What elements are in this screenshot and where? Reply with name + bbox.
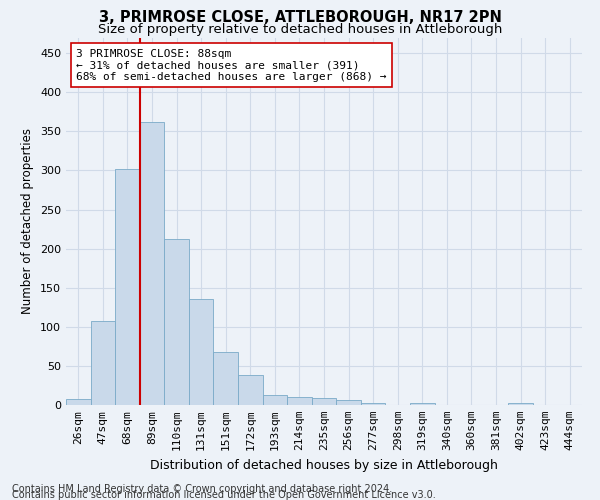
Text: 3 PRIMROSE CLOSE: 88sqm
← 31% of detached houses are smaller (391)
68% of semi-d: 3 PRIMROSE CLOSE: 88sqm ← 31% of detache…: [76, 48, 387, 82]
Bar: [115, 169, 140, 405]
Bar: [164, 239, 189, 405]
Text: 3, PRIMROSE CLOSE, ATTLEBOROUGH, NR17 2PN: 3, PRIMROSE CLOSE, ATTLEBOROUGH, NR17 2P…: [98, 10, 502, 25]
Y-axis label: Number of detached properties: Number of detached properties: [22, 128, 34, 314]
Bar: [140, 122, 164, 405]
Bar: [238, 376, 263, 405]
Bar: [410, 402, 434, 405]
X-axis label: Distribution of detached houses by size in Attleborough: Distribution of detached houses by size …: [150, 458, 498, 471]
Bar: [263, 395, 287, 405]
Bar: [189, 298, 214, 405]
Text: Size of property relative to detached houses in Attleborough: Size of property relative to detached ho…: [98, 22, 502, 36]
Text: Contains HM Land Registry data © Crown copyright and database right 2024.: Contains HM Land Registry data © Crown c…: [12, 484, 392, 494]
Bar: [214, 352, 238, 405]
Bar: [91, 320, 115, 405]
Text: Contains public sector information licensed under the Open Government Licence v3: Contains public sector information licen…: [12, 490, 436, 500]
Bar: [66, 398, 91, 405]
Bar: [287, 397, 312, 405]
Bar: [361, 404, 385, 405]
Bar: [312, 398, 336, 405]
Bar: [336, 400, 361, 405]
Bar: [508, 402, 533, 405]
